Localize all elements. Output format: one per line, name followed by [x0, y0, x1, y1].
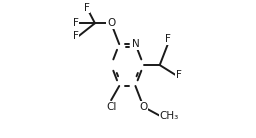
- Text: F: F: [84, 3, 90, 13]
- Text: F: F: [176, 70, 182, 80]
- Text: CH₃: CH₃: [160, 111, 179, 121]
- Text: F: F: [73, 31, 79, 41]
- Text: O: O: [140, 102, 148, 112]
- Text: F: F: [165, 34, 171, 44]
- Text: F: F: [73, 18, 79, 28]
- Text: O: O: [107, 18, 115, 28]
- Text: Cl: Cl: [106, 102, 116, 112]
- Text: N: N: [132, 39, 139, 49]
